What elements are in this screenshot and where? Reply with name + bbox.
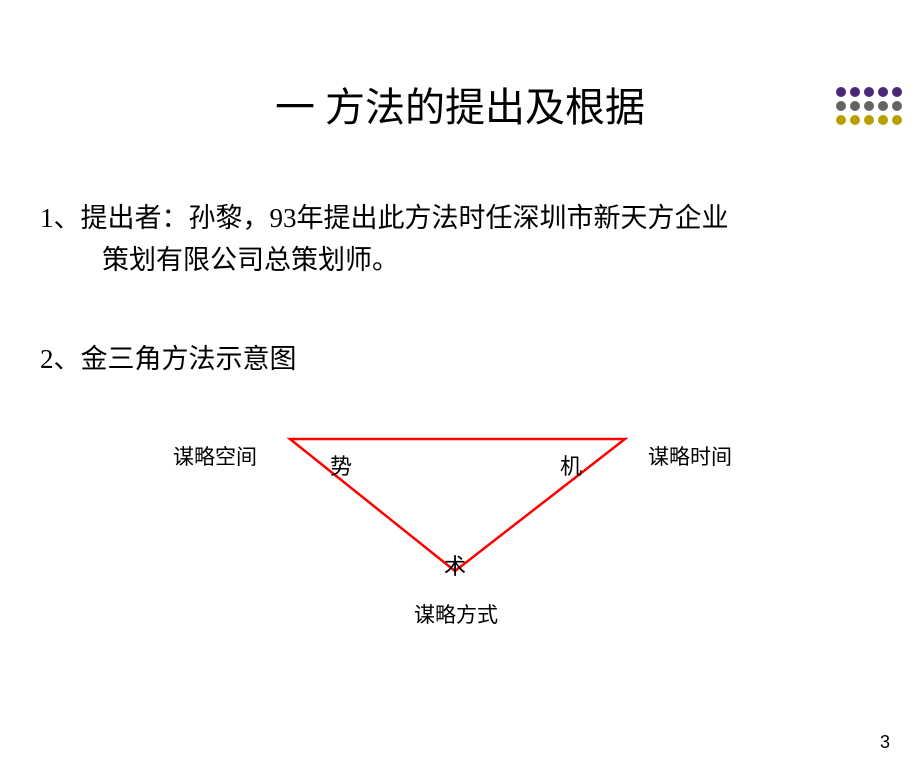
paragraph-1: 1、提出者：孙黎，93年提出此方法时任深圳市新天方企业 策划有限公司总策划师。 <box>40 198 880 282</box>
label-strategy-method: 谋略方式 <box>414 599 498 629</box>
vertex-ji: 机 <box>560 449 582 481</box>
page-number: 3 <box>880 732 890 753</box>
page-title: 一 方法的提出及根据 <box>0 75 920 133</box>
paragraph-2: 2、金三角方法示意图 <box>40 337 880 376</box>
vertex-shu: 术 <box>444 549 466 581</box>
content-area: 1、提出者：孙黎，93年提出此方法时任深圳市新天方企业 策划有限公司总策划师。 … <box>0 198 920 376</box>
label-strategy-space: 谋略空间 <box>173 441 257 471</box>
vertex-shi: 势 <box>330 449 352 481</box>
triangle-diagram: 谋略空间 谋略时间 谋略方式 势 机 术 <box>0 431 920 631</box>
corner-decoration <box>832 83 912 138</box>
para1-line1: 1、提出者：孙黎，93年提出此方法时任深圳市新天方企业 <box>40 198 880 240</box>
label-strategy-time: 谋略时间 <box>648 441 732 471</box>
dots-svg <box>832 83 912 133</box>
para1-line2: 策划有限公司总策划师。 <box>40 240 880 282</box>
